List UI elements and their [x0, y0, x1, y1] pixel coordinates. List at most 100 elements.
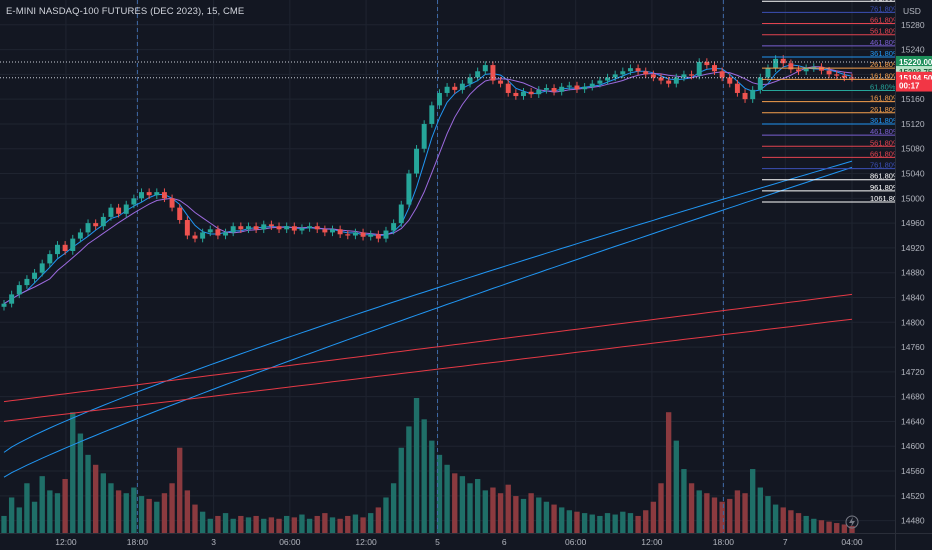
volume-bar [283, 515, 290, 533]
time-axis[interactable]: 12:00 18:00 3 06:00 12:00 5 6 06:00 12:00 18:00 7 0… [0, 533, 932, 548]
volume-bar [574, 511, 580, 533]
volume-bar [459, 476, 466, 533]
candle-body [261, 224, 267, 230]
volume-bar [505, 484, 511, 533]
volume-bar [665, 412, 672, 533]
candle-body [750, 89, 756, 100]
volume-bar [635, 515, 641, 533]
volume-bar [643, 510, 649, 533]
volume-bar [467, 483, 473, 533]
candle-body [391, 223, 397, 231]
volume-bar [146, 498, 152, 533]
volume-bar [375, 507, 382, 533]
candle-body [414, 148, 420, 174]
volume-bar [413, 398, 420, 533]
volume-bar [795, 513, 802, 533]
price-tick-label: 14720 [901, 367, 925, 377]
candle-body [207, 229, 213, 233]
price-tick-label: 14600 [901, 441, 925, 451]
volume-bar [474, 479, 481, 533]
candle-body [9, 294, 15, 304]
volume-bar [337, 518, 343, 533]
session-separators [136, 0, 724, 533]
volume-bar [559, 507, 565, 533]
ma-long-1-line [3, 160, 853, 453]
volume-bar [589, 514, 595, 533]
candle-body [566, 85, 572, 87]
candle-body [192, 235, 198, 239]
volume-bar [123, 493, 129, 533]
price-tag-bg [896, 79, 932, 92]
volume-bar [93, 464, 99, 533]
candle-body [291, 226, 297, 231]
candle-body [712, 65, 717, 72]
volume-bar [1, 515, 7, 533]
volume-bar [650, 501, 657, 533]
volume-bar [39, 476, 45, 533]
volume-bar [368, 513, 374, 533]
candle-body [123, 204, 129, 214]
volume-bar [360, 517, 366, 533]
fib-level-label: 961.80% [870, 183, 900, 192]
price-axis[interactable]: USD1528015240152001516015120150801504015… [895, 0, 932, 550]
volume-bar [421, 419, 427, 533]
volume-bar [108, 483, 114, 533]
candle-body [177, 207, 183, 221]
volume-bar [100, 473, 106, 533]
moving-averages [3, 64, 853, 478]
time-tick-label: 06:00 [565, 537, 587, 547]
candle-body [803, 68, 809, 72]
candle-body [834, 74, 840, 76]
volume-bar [184, 490, 191, 533]
candle-body [582, 86, 588, 90]
fib-level-label: 61.80% [870, 82, 896, 91]
candle-body [116, 207, 122, 214]
candle-body [574, 85, 580, 90]
candle-body [826, 70, 832, 75]
candle-body [673, 77, 679, 84]
candle-body [383, 230, 389, 239]
candle-body [200, 232, 206, 239]
volume-bar [16, 507, 22, 533]
price-tick-label: 14800 [901, 317, 925, 327]
candle-body [230, 226, 236, 233]
candle-body [666, 80, 672, 84]
lightning-icon[interactable] [845, 515, 859, 529]
candle-body [85, 223, 91, 233]
candle-body [612, 74, 618, 78]
volume-bar [115, 490, 122, 533]
candle-body [482, 65, 488, 72]
price-tick-label: 14840 [901, 292, 925, 302]
candle-body [299, 228, 305, 231]
candle-body [704, 61, 710, 66]
volume-bar [818, 520, 825, 533]
candle-body [444, 86, 450, 93]
volume-bar [696, 490, 702, 533]
candle-body [1, 303, 7, 307]
candle-body [421, 123, 427, 149]
volume-bar [31, 501, 38, 533]
candle-body [620, 71, 626, 75]
volume-bar [772, 504, 779, 533]
candle-body [643, 71, 649, 75]
volume-bar [780, 507, 786, 533]
volume-bar [811, 518, 817, 533]
price-tick-label: 14560 [901, 466, 925, 476]
volume-bar [612, 514, 618, 533]
candle-body [490, 65, 496, 81]
candle-body [62, 244, 68, 252]
candle-body [757, 77, 763, 90]
volume-bar [536, 497, 542, 533]
fib-level-label: 661.80% [870, 16, 900, 25]
price-tags: 15220.0015203.7515194.5000:17 [896, 55, 932, 92]
price-tick-label: 14960 [901, 218, 925, 228]
candle-body [154, 192, 160, 196]
volume-bar [711, 497, 718, 533]
volume-bar [436, 454, 443, 533]
time-tick-label: 18:00 [127, 537, 149, 547]
candle-body [734, 83, 740, 93]
volume-bar [345, 515, 351, 533]
volume-bar [329, 517, 336, 533]
volume-bar [54, 493, 61, 533]
